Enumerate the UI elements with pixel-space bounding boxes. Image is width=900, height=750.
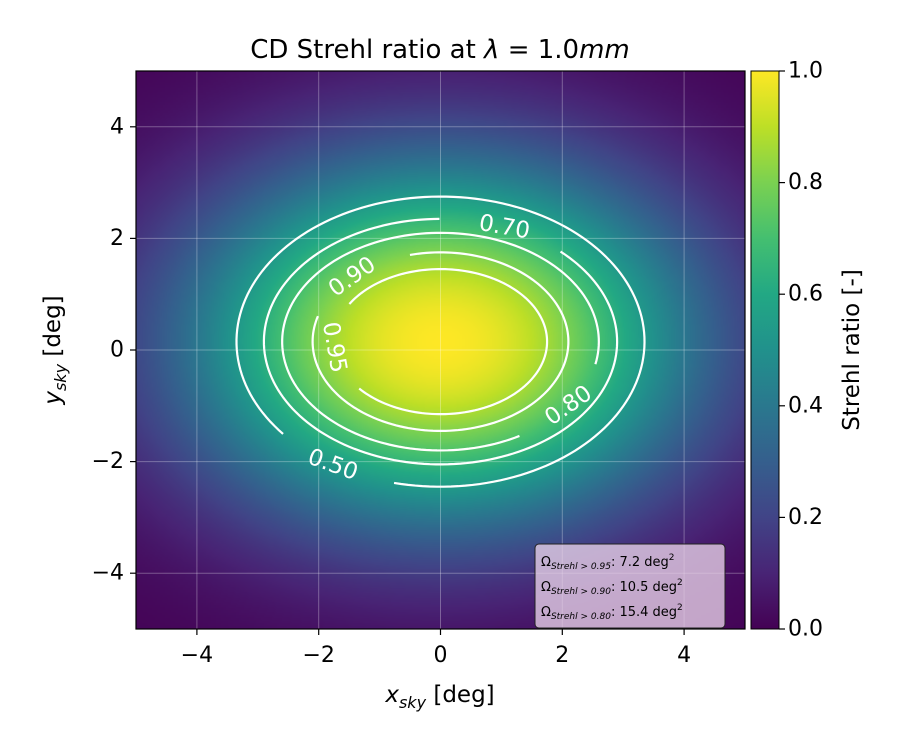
y-axis-label: ysky [deg] bbox=[40, 295, 70, 405]
colorbar-tick-label: 0.4 bbox=[788, 393, 823, 418]
y-tick-label: 0 bbox=[110, 338, 124, 363]
y-axis-ticks: −4 −2 0 2 4 bbox=[92, 114, 136, 586]
colorbar-tick-label: 0.8 bbox=[788, 170, 823, 195]
contour-line-0-80 bbox=[281, 231, 600, 452]
chart-title: CD Strehl ratio at λ = 1.0mm bbox=[250, 35, 630, 65]
contour-line-0-90 bbox=[311, 251, 570, 433]
x-tick-label: 4 bbox=[677, 643, 691, 668]
colorbar-tick-label: 0.2 bbox=[788, 505, 823, 530]
y-tick-label: −4 bbox=[92, 561, 124, 586]
colorbar-ticks: 0.0 0.2 0.4 0.6 0.8 1.0 bbox=[779, 59, 823, 642]
y-tick-label: −2 bbox=[92, 449, 124, 474]
y-tick-label: 2 bbox=[110, 226, 124, 251]
y-tick-label: 4 bbox=[110, 114, 124, 139]
solid-angle-annotation: ΩStrehl > 0.95: 7.2 deg2 ΩStrehl > 0.90:… bbox=[534, 543, 726, 629]
annotation-line-1: ΩStrehl > 0.95: 7.2 deg2 bbox=[541, 553, 675, 572]
x-tick-label: −4 bbox=[181, 643, 213, 668]
x-axis-ticks: −4 −2 0 2 4 bbox=[181, 629, 691, 668]
contour-line-0-95 bbox=[348, 268, 549, 416]
x-tick-label: 0 bbox=[434, 643, 448, 668]
x-tick-label: 2 bbox=[555, 643, 569, 668]
x-tick-label: −2 bbox=[302, 643, 334, 668]
x-axis-label: xsky [deg] bbox=[384, 682, 494, 712]
contour-lines bbox=[235, 195, 646, 488]
colorbar-tick-label: 0.0 bbox=[788, 617, 823, 642]
colorbar-tick-label: 1.0 bbox=[788, 59, 823, 84]
contour-line-0-70 bbox=[262, 217, 619, 466]
colorbar-label: Strehl ratio [-] bbox=[839, 269, 865, 431]
colorbar bbox=[750, 70, 780, 630]
colorbar-tick-label: 0.6 bbox=[788, 282, 823, 307]
annotation-box bbox=[534, 543, 726, 629]
annotation-line-3: ΩStrehl > 0.80: 15.4 deg2 bbox=[541, 603, 683, 622]
contour-line-0-50 bbox=[235, 195, 646, 488]
annotation-line-2: ΩStrehl > 0.90: 10.5 deg2 bbox=[541, 578, 683, 597]
